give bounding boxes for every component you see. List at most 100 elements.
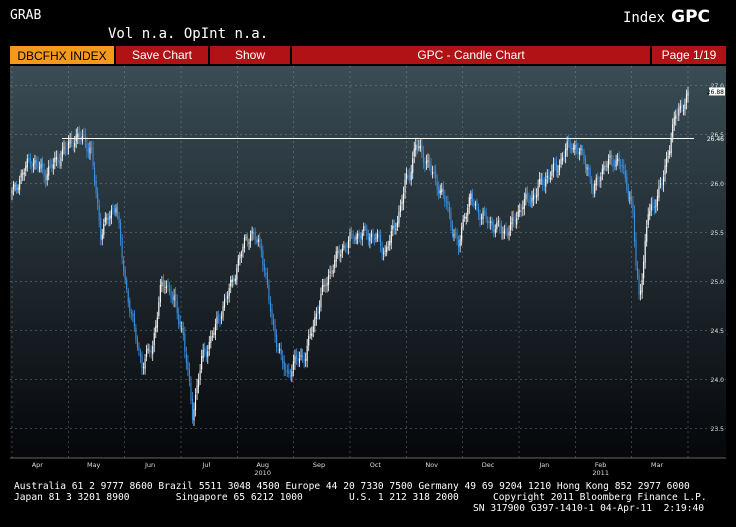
candle-body (531, 197, 533, 202)
candle-body (138, 346, 140, 351)
candle-body (650, 204, 652, 211)
candle-body (295, 355, 298, 359)
candle-body (355, 236, 357, 240)
candle-body (427, 160, 429, 163)
candle-body (43, 169, 45, 177)
candle-body (474, 203, 476, 206)
candle-body (685, 94, 688, 103)
candle-body (69, 139, 71, 144)
candle-body (516, 218, 518, 225)
candle-body (376, 234, 379, 238)
y-tick-label: 24.5 (711, 328, 725, 335)
candle-body (25, 165, 27, 171)
candle-body (87, 149, 90, 152)
footer-contacts-2: Japan 81 3 3201 8900 Singapore 65 6212 1… (14, 492, 459, 503)
save-chart-button[interactable]: Save Chart (116, 46, 208, 64)
candle-body (364, 226, 366, 228)
candle-body (658, 186, 660, 198)
candle-body (476, 201, 478, 206)
candle-body (305, 359, 307, 361)
candle-body (324, 284, 327, 287)
candle-body (245, 237, 247, 239)
candle-body (294, 356, 296, 364)
candle-body (187, 361, 189, 370)
candle-body (246, 235, 249, 242)
candle-body (190, 382, 192, 401)
candle-body (175, 293, 177, 301)
candle-body (482, 211, 484, 220)
candle-body (228, 287, 230, 296)
candle-body (399, 206, 402, 212)
candle-body (274, 324, 276, 337)
candle-body (401, 201, 403, 205)
footer-contacts-1: Australia 61 2 9777 8600 Brazil 5511 304… (14, 481, 690, 492)
candle-body (609, 155, 611, 158)
candle-body (653, 205, 655, 209)
x-tick-label: Oct (370, 461, 382, 469)
candle-body (314, 317, 316, 327)
security-header: Index GPC (623, 7, 710, 27)
page-indicator[interactable]: Page 1/19 (652, 46, 726, 64)
candle-body (525, 194, 527, 200)
candle-body (595, 177, 597, 186)
candle-body (51, 165, 53, 168)
candle-body (548, 175, 550, 178)
candle-body (338, 249, 340, 255)
candle-body (106, 218, 108, 220)
candle-body (649, 210, 651, 216)
candle-body (168, 288, 171, 293)
candle-body (565, 148, 567, 157)
candle-body (543, 183, 545, 185)
candle-body (266, 273, 268, 285)
x-tick-label: Nov (425, 461, 438, 469)
candle-body (640, 290, 642, 295)
candle-body (584, 158, 587, 169)
candle-body (104, 217, 106, 223)
candle-body (66, 147, 68, 149)
candle-body (485, 211, 487, 220)
candle-body (536, 195, 538, 198)
x-tick-label: Mar (651, 461, 664, 469)
candle-body (16, 184, 18, 191)
candle-body (620, 164, 622, 166)
candle-body (97, 192, 99, 204)
candle-body (615, 160, 617, 168)
security-type: Index (622, 10, 666, 26)
candle-body (277, 349, 279, 351)
ticker-field[interactable]: DBCFHX INDEX (10, 46, 114, 64)
candle-body (225, 296, 227, 298)
candle-body (624, 170, 626, 179)
candle-body (666, 158, 668, 167)
candle-body (510, 222, 512, 230)
candle-body (675, 115, 677, 119)
candle-body (627, 190, 629, 197)
candle-body (644, 240, 646, 263)
candle-body (265, 272, 267, 275)
candle-body (493, 224, 495, 232)
candle-body (124, 269, 126, 281)
candle-body (384, 250, 386, 252)
candle-body (687, 91, 689, 97)
show-button[interactable]: Show (210, 46, 290, 64)
candle-body (46, 173, 48, 180)
candle-body (387, 246, 389, 248)
candle-body (607, 159, 610, 168)
candle-body (45, 175, 47, 181)
candle-body (237, 258, 239, 266)
candle-body (205, 351, 207, 356)
candle-body (406, 174, 408, 180)
candle-body (308, 336, 310, 346)
candle-body (546, 175, 548, 178)
candle-body (630, 195, 632, 202)
candle-body (361, 232, 363, 240)
candle-body (461, 226, 463, 241)
candle-body (503, 230, 506, 234)
candle-body (418, 146, 420, 148)
candle-body (170, 291, 172, 299)
candle-body (378, 235, 380, 237)
candle-body (421, 144, 423, 154)
candle-body (636, 267, 639, 278)
x-tick-label: Jul (201, 461, 210, 469)
candle-body (292, 361, 294, 370)
candle-body (289, 375, 291, 377)
